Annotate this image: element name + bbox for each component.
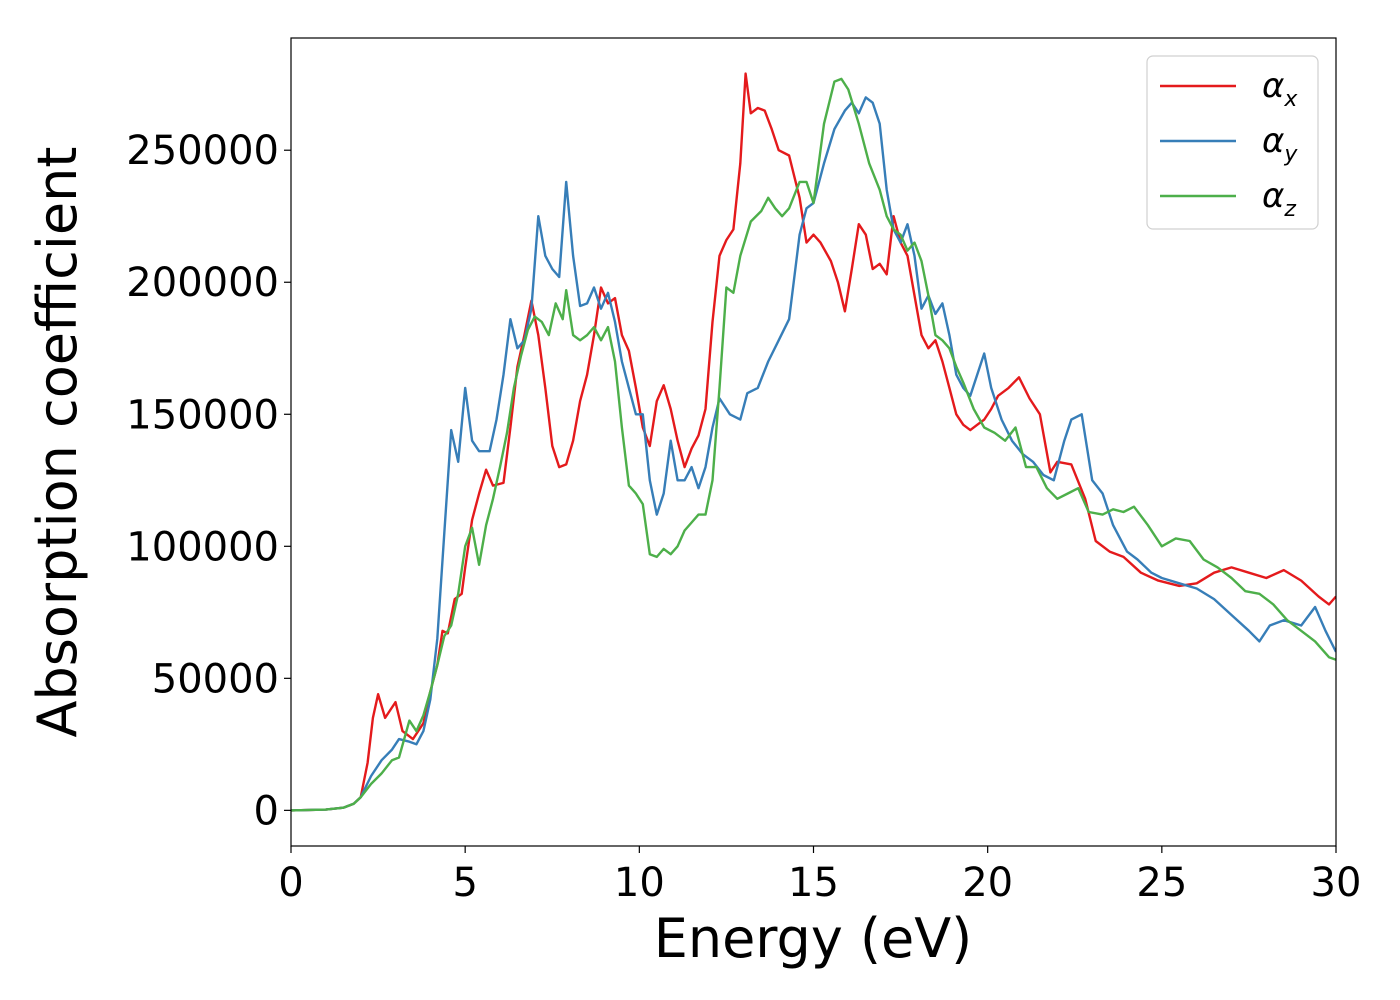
x-axis: 0 5 10 15 20 25 30: [278, 846, 1361, 906]
y-tick-label: 250000: [126, 128, 279, 174]
x-tick-label: 20: [962, 860, 1013, 906]
y-tick-label: 0: [254, 788, 279, 834]
x-tick-label: 25: [1136, 860, 1187, 906]
y-tick-label: 200000: [126, 260, 279, 306]
legend-label-x: αx: [1262, 66, 1298, 112]
y-tick-label: 100000: [126, 524, 279, 570]
series-line-y: [291, 96, 1336, 812]
y-axis: 0 50000 100000 150000 200000 250000: [126, 128, 291, 834]
y-axis-title: Absorption coefficient: [26, 147, 89, 738]
y-tick-label: 50000: [152, 656, 279, 702]
series-line-x: [291, 72, 1336, 812]
x-tick-label: 15: [788, 860, 839, 906]
x-tick-label: 5: [452, 860, 477, 906]
x-axis-title: Energy (eV): [654, 907, 973, 970]
legend-label-z: αz: [1262, 176, 1296, 222]
legend-box: [1146, 55, 1319, 230]
legend-label-y: αy: [1262, 121, 1298, 167]
series-layer: [291, 72, 1336, 812]
x-tick-label: 30: [1311, 860, 1362, 906]
legend: αx αy αz: [1146, 55, 1319, 230]
x-tick-label: 0: [278, 860, 303, 906]
x-tick-label: 10: [614, 860, 665, 906]
y-tick-label: 150000: [126, 392, 279, 438]
series-line-z: [291, 77, 1336, 812]
